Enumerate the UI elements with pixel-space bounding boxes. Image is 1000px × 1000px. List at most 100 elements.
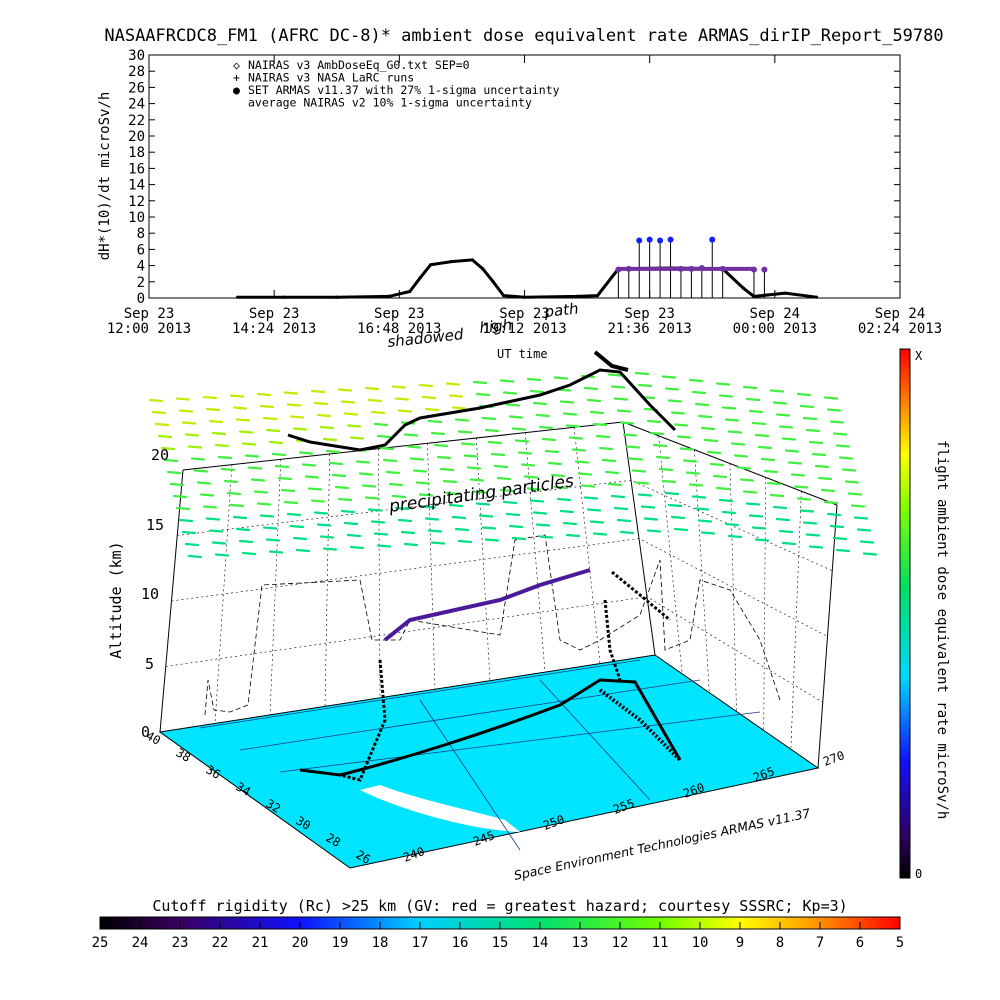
rigidity-tick-label: 18 bbox=[372, 935, 389, 951]
dose-dash bbox=[412, 469, 428, 473]
dose-dash bbox=[778, 529, 794, 534]
dose-dash bbox=[541, 437, 557, 442]
dose-dash bbox=[583, 496, 599, 500]
annotation-high: high bbox=[479, 316, 513, 337]
rigidity-ticks: 25 24 23 22 21 20 19 18 17 16 15 14 13 12 11 10 9 8 7 6 5 bbox=[92, 922, 904, 951]
dose-dash bbox=[175, 397, 191, 401]
dose-y-tick-label: 2 bbox=[137, 275, 145, 291]
legend-entry: NAIRAS v3 NASA LaRC runs bbox=[248, 71, 414, 85]
dose-dash bbox=[484, 538, 500, 542]
latitude-tick-label: 26 bbox=[354, 847, 374, 866]
rigidity-colorbar: Cutoff rigidity (Rc) >25 km (GV: red = g… bbox=[92, 897, 905, 951]
dose-y-tick-label: 28 bbox=[128, 64, 145, 80]
dose-dash bbox=[295, 548, 311, 553]
dose-dash bbox=[157, 434, 173, 439]
dose-dash bbox=[316, 523, 332, 527]
dose-y-tick-label: 26 bbox=[128, 80, 145, 96]
dose-dash bbox=[196, 481, 212, 485]
dose-dash bbox=[340, 509, 356, 514]
dose-dash bbox=[661, 479, 677, 484]
dose-dash bbox=[538, 425, 554, 430]
dose-dash bbox=[220, 467, 236, 472]
dose-dash bbox=[472, 490, 488, 494]
dose-dash bbox=[226, 491, 242, 496]
dose-y-label: dH*(10)/dt microSv/h bbox=[97, 92, 113, 261]
series-nairas-point bbox=[522, 295, 527, 299]
dose-dash bbox=[388, 482, 404, 487]
dose-dash bbox=[667, 399, 683, 403]
altitude-tick-label: 20 bbox=[151, 446, 169, 464]
dose-dash bbox=[268, 550, 284, 554]
rigidity-tick-label: 6 bbox=[856, 935, 864, 951]
dose-dash bbox=[781, 541, 797, 546]
dose-dash bbox=[367, 508, 383, 512]
dose-dash bbox=[265, 428, 281, 433]
dose-x-tick-label-date: Sep 23 bbox=[624, 306, 675, 322]
longitude-axis: 240 245 250 255 260 265 270 bbox=[401, 748, 846, 865]
dose-dash bbox=[604, 470, 620, 475]
longitude-tick-label: 270 bbox=[821, 748, 846, 769]
dose-dash bbox=[436, 455, 452, 460]
dose-dash bbox=[748, 409, 764, 414]
dose-dash bbox=[502, 391, 518, 395]
dose-dash bbox=[448, 394, 464, 398]
dose-dash bbox=[487, 440, 503, 445]
grid-line bbox=[729, 463, 737, 712]
dose-dash bbox=[364, 386, 380, 391]
dose-dash bbox=[229, 503, 245, 508]
dose-colorbar-top: X bbox=[915, 349, 923, 363]
grid-line bbox=[171, 538, 828, 637]
longitude-tick-label: 240 bbox=[401, 844, 426, 865]
dose-dash bbox=[559, 400, 575, 404]
dose-dash bbox=[757, 445, 773, 450]
dose-dash bbox=[418, 493, 434, 497]
dose-y-tick-label: 12 bbox=[128, 194, 145, 210]
dose-dash bbox=[184, 542, 200, 547]
dose-dash bbox=[691, 390, 707, 395]
dose-x-tick-label-date: Sep 24 bbox=[875, 306, 926, 322]
longitude-tick-label: 250 bbox=[541, 812, 566, 833]
dose-y-tick-label: 22 bbox=[128, 113, 145, 129]
dose-dash bbox=[619, 530, 635, 535]
dose-dash bbox=[826, 512, 842, 517]
altitude-axis: 0 5 10 15 20 bbox=[141, 446, 169, 741]
dose-dash bbox=[358, 472, 374, 476]
dose-dash bbox=[592, 532, 608, 536]
rigidity-tick-label: 14 bbox=[532, 935, 549, 951]
grid-line bbox=[214, 464, 233, 724]
dose-dash bbox=[505, 403, 521, 407]
altitude-tick-label: 10 bbox=[141, 585, 159, 603]
dose-dash bbox=[286, 512, 302, 517]
dose-dash bbox=[649, 431, 665, 436]
latitude-tick-label: 32 bbox=[264, 796, 284, 815]
dose-dash bbox=[526, 487, 542, 491]
dose-dash bbox=[547, 461, 563, 466]
latitude-tick-label: 40 bbox=[144, 728, 164, 747]
grid-line bbox=[763, 477, 766, 731]
dose-dash bbox=[190, 457, 206, 461]
dose-dash bbox=[385, 470, 401, 475]
dose-dash bbox=[805, 428, 821, 433]
dose-dash bbox=[805, 533, 821, 537]
dose-dash bbox=[535, 523, 551, 527]
dose-dash bbox=[766, 481, 782, 486]
dose-dash bbox=[340, 400, 356, 404]
longitude-tick-label: 265 bbox=[751, 764, 776, 785]
series-nairas-point bbox=[783, 291, 787, 295]
dose-dash bbox=[580, 484, 596, 488]
legend-entry: NAIRAS v3 AmbDoseEq_G0.txt SEP=0 bbox=[248, 58, 470, 72]
dose-dash bbox=[175, 506, 191, 511]
rigidity-tick-label: 5 bbox=[896, 935, 904, 951]
dose-dash bbox=[346, 533, 362, 538]
series-nairas-point bbox=[429, 263, 433, 267]
dose-dash bbox=[427, 529, 443, 533]
rigidity-tick-label: 13 bbox=[572, 935, 589, 951]
dose-dash bbox=[148, 398, 164, 403]
dose-dash bbox=[745, 502, 761, 506]
dose-dash bbox=[823, 396, 839, 400]
series-armas-point bbox=[657, 237, 664, 244]
dose-dash bbox=[406, 445, 422, 449]
dose-dash bbox=[634, 371, 650, 376]
dose-dash bbox=[583, 386, 599, 391]
